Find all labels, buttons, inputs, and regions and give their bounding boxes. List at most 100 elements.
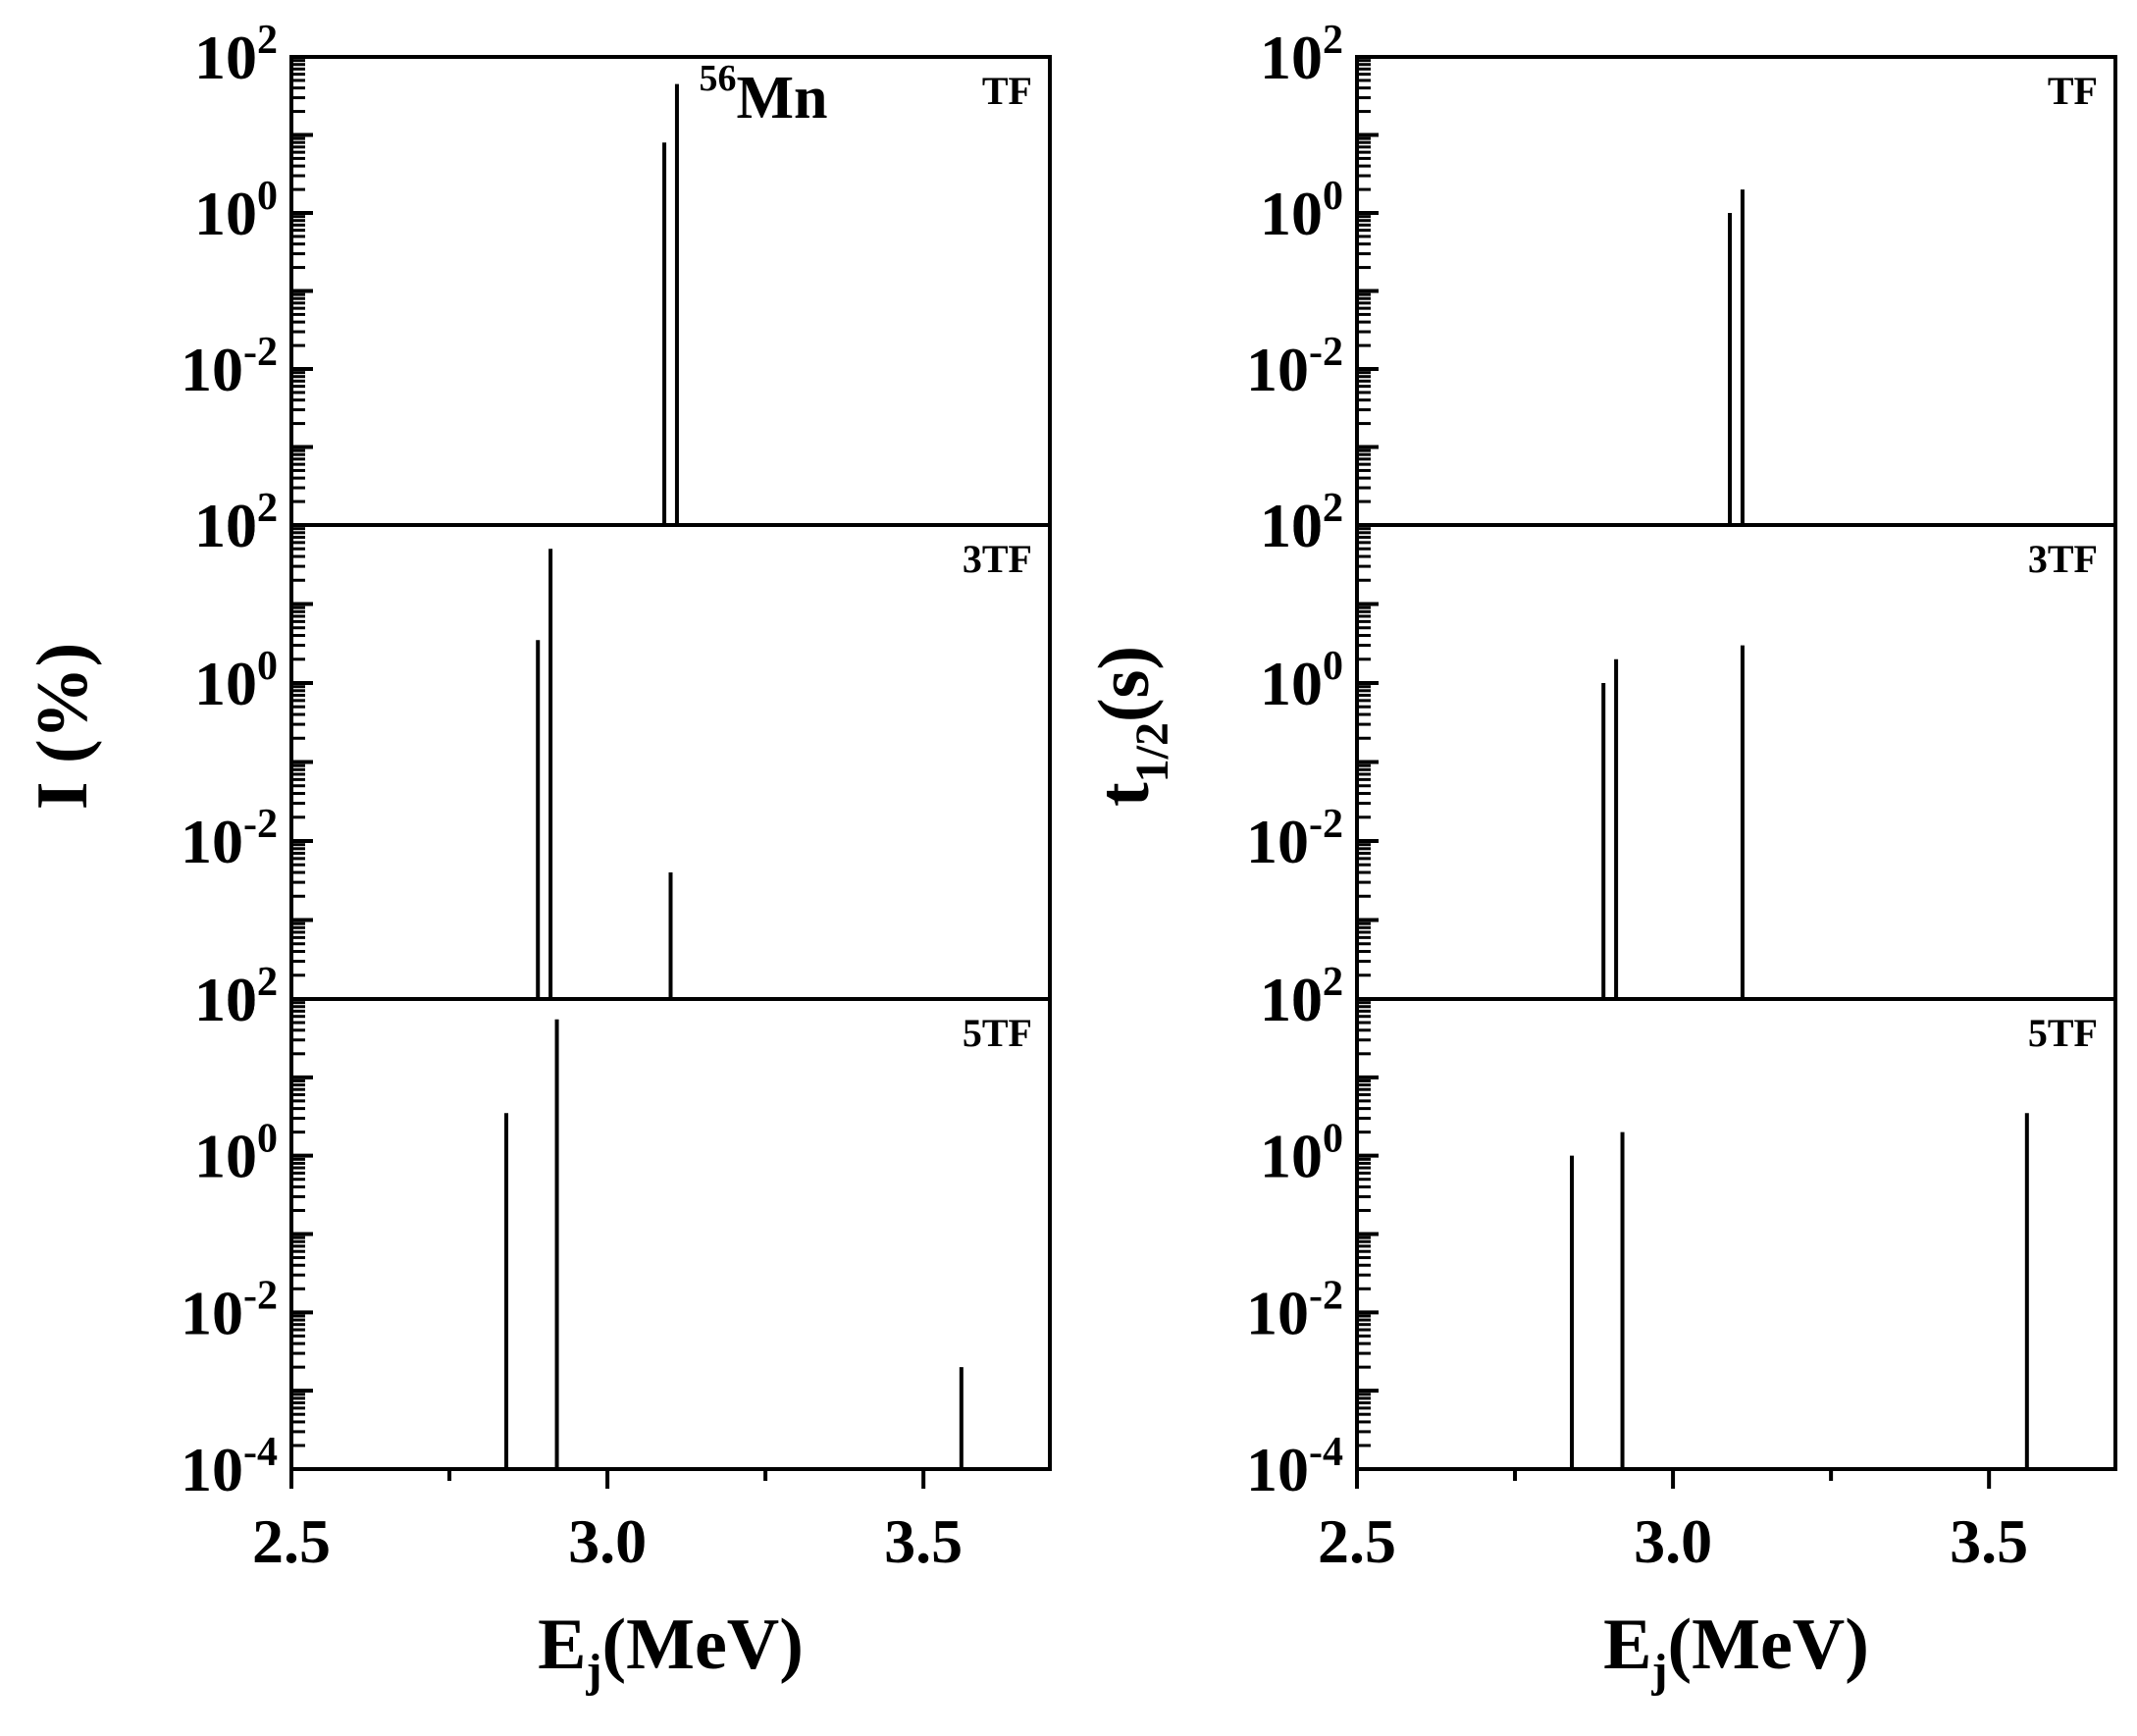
y-tick-label-part: 10 <box>1260 23 1323 92</box>
y-tick-label-part: 10 <box>181 1278 243 1347</box>
y-tick-label-part: 0 <box>1323 174 1343 219</box>
y-tick-label-part: 10 <box>194 1122 257 1191</box>
panel-frame <box>289 55 1052 527</box>
y-tick-label-part: 10 <box>181 807 243 876</box>
y-tick-label: 102 <box>1260 18 1343 92</box>
y-tick-label-part: 0 <box>257 1117 278 1162</box>
x-axis-title-part: E <box>1603 1604 1651 1685</box>
y-tick-label-part: 0 <box>1323 644 1343 689</box>
y-tick-label-part: -2 <box>243 802 278 847</box>
y-tick-label-part: 0 <box>257 174 278 219</box>
panel-frame <box>1355 523 2117 1001</box>
y-tick-label-part: -2 <box>1309 802 1343 847</box>
y-tick-label: 10-2 <box>1246 1273 1343 1347</box>
x-tick-label-part: 3.5 <box>1950 1506 2028 1576</box>
y-tick-label-part: 2 <box>1323 18 1343 63</box>
y-tick-label-part: 2 <box>1323 960 1343 1005</box>
panel-label-part: TF <box>2048 69 2098 113</box>
y-axis-title: t1/2(s) <box>1084 646 1178 807</box>
x-axis-title: Ej(MeV) <box>538 1604 804 1697</box>
y-tick-label-part: 2 <box>257 486 278 531</box>
x-tick-label: 3.0 <box>568 1506 647 1576</box>
panel-label-part: 5TF <box>2028 1011 2098 1055</box>
x-axis-title-part: (MeV) <box>1667 1604 1868 1685</box>
y-tick-label-part: 10 <box>1260 1122 1323 1191</box>
x-tick-label: 3.5 <box>884 1506 963 1576</box>
y-tick-label-part: 2 <box>1323 960 1343 1005</box>
panel-frame <box>289 997 1052 1471</box>
nuclide-label: 56Mn <box>699 58 827 132</box>
y-tick-label-part: 2 <box>1323 486 1343 531</box>
y-tick-label: 102 <box>194 486 278 560</box>
y-tick-label-part: 10 <box>181 335 243 404</box>
y-tick-label: 102 <box>1260 486 1343 560</box>
x-axis-title-part: E <box>538 1604 586 1685</box>
y-tick-label-part: 2 <box>257 18 278 63</box>
y-tick-label: 102 <box>1260 486 1343 560</box>
y-tick-label: 102 <box>1260 960 1343 1034</box>
y-tick-label: 10-2 <box>181 330 278 404</box>
y-tick-label: 100 <box>1260 644 1343 718</box>
panel-label: 5TF <box>2028 1011 2098 1055</box>
y-tick-label: 10-2 <box>181 1273 278 1347</box>
x-tick-label: 2.5 <box>1318 1506 1396 1576</box>
y-axis-title-part: I (%) <box>23 643 103 811</box>
panel-label: 3TF <box>963 537 1032 581</box>
y-tick-label-part: 10 <box>194 23 257 92</box>
right-column-chart: 10210010-2102TF10210010-21023TF10210010-… <box>1084 18 2117 1697</box>
y-axis-title-group: I (%) <box>23 643 103 811</box>
x-tick-label: 3.0 <box>1634 1506 1712 1576</box>
y-tick-label-part: 10 <box>194 491 257 560</box>
y-tick-label-part: 10 <box>181 1435 243 1504</box>
x-tick-label-part: 3.0 <box>568 1506 647 1576</box>
y-tick-label: 100 <box>194 174 278 248</box>
y-tick-label-part: 10 <box>194 179 257 248</box>
y-tick-label-part: 10 <box>1260 179 1323 248</box>
y-tick-label-part: -4 <box>243 1430 278 1475</box>
y-tick-label-part: 10 <box>1246 335 1309 404</box>
panel-label: 3TF <box>2028 537 2098 581</box>
y-tick-label-part: 10 <box>1260 649 1323 718</box>
panel-label: 5TF <box>963 1011 1032 1055</box>
y-tick-label: 102 <box>194 486 278 560</box>
y-tick-label-part: 10 <box>1260 965 1323 1034</box>
y-tick-label: 10-4 <box>181 1430 278 1504</box>
y-axis-title-group: t1/2(s) <box>1084 646 1178 807</box>
y-tick-label: 10-2 <box>181 802 278 876</box>
y-tick-label: 10-4 <box>1246 1430 1343 1504</box>
y-tick-label: 100 <box>194 1117 278 1191</box>
y-tick-label-part: 10 <box>194 965 257 1034</box>
x-tick-label-part: 2.5 <box>1318 1506 1396 1576</box>
y-axis-title: I (%) <box>23 643 103 811</box>
y-tick-label-part: 0 <box>257 644 278 689</box>
x-tick-label-part: 2.5 <box>252 1506 331 1576</box>
y-tick-label-part: 10 <box>1246 1278 1309 1347</box>
y-tick-label-part: 10 <box>1260 491 1323 560</box>
y-tick-label-part: -4 <box>1309 1430 1343 1475</box>
nuclide-label-part: 56 <box>699 58 736 99</box>
y-tick-label-part: 2 <box>257 960 278 1005</box>
y-tick-label: 100 <box>1260 1117 1343 1191</box>
y-tick-label: 100 <box>194 644 278 718</box>
y-tick-label-part: 10 <box>1260 965 1323 1034</box>
y-tick-label-part: 10 <box>194 491 257 560</box>
x-axis-title: Ej(MeV) <box>1603 1604 1869 1697</box>
y-tick-label: 102 <box>194 960 278 1034</box>
x-tick-label: 3.5 <box>1950 1506 2028 1576</box>
y-tick-label-part: -2 <box>1309 330 1343 375</box>
panel-label-part: 5TF <box>963 1011 1032 1055</box>
y-axis-title-part: 1/2 <box>1126 722 1178 782</box>
y-tick-label-part: 2 <box>257 486 278 531</box>
y-tick-label: 10-2 <box>1246 802 1343 876</box>
y-tick-label-part: -2 <box>1309 1273 1343 1318</box>
y-tick-label: 102 <box>1260 960 1343 1034</box>
y-tick-label: 10-2 <box>1246 330 1343 404</box>
y-axis-title-part: (s) <box>1084 646 1165 722</box>
left-column-chart: 10210010-2102TF56Mn10210010-21023TF10210… <box>23 18 1052 1697</box>
